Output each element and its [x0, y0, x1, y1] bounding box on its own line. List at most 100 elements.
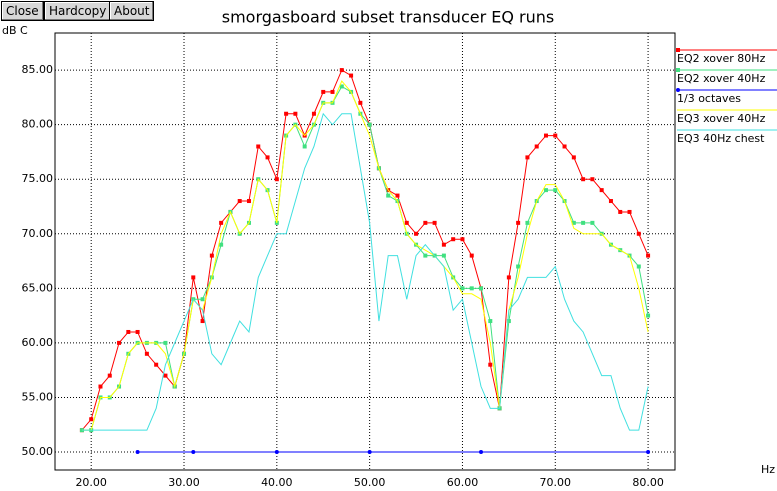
y-tick-label: 75.00: [22, 172, 54, 185]
point: [543, 188, 548, 193]
x-tick-label: 40.00: [261, 476, 293, 489]
point: [479, 449, 484, 454]
point: [488, 362, 493, 367]
point: [581, 220, 586, 225]
point: [274, 449, 279, 454]
point: [367, 122, 372, 127]
close-button[interactable]: Close: [1, 1, 44, 21]
point: [627, 209, 632, 214]
point: [135, 329, 140, 334]
series-line: [81, 112, 649, 431]
point: [460, 237, 465, 242]
x-tick-label: 80.00: [632, 476, 664, 489]
point: [525, 155, 530, 160]
legend-marker: [676, 68, 680, 72]
point: [293, 111, 298, 116]
point: [163, 340, 168, 345]
y-tick-label: 80.00: [22, 118, 54, 131]
point: [553, 188, 558, 193]
point: [571, 155, 576, 160]
point: [219, 220, 224, 225]
point: [590, 177, 595, 182]
point: [432, 220, 437, 225]
point: [488, 319, 493, 324]
point: [200, 297, 205, 302]
x-tick-label: 70.00: [540, 476, 572, 489]
point: [395, 193, 400, 198]
x-tick-label: 50.00: [354, 476, 386, 489]
point: [98, 384, 103, 389]
point: [302, 144, 307, 149]
point: [386, 193, 391, 198]
x-axis-label: Hz: [761, 463, 775, 476]
chart-title: smorgasboard subset transducer EQ runs: [222, 8, 554, 27]
point: [367, 449, 372, 454]
point: [543, 133, 548, 138]
point: [339, 84, 344, 89]
point: [246, 199, 251, 204]
legend-label: EQ3 40Hz chest: [677, 132, 765, 145]
point: [358, 100, 363, 105]
point: [311, 111, 316, 116]
point: [339, 68, 344, 73]
legend-marker: [676, 48, 680, 52]
point: [618, 209, 623, 214]
point: [265, 155, 270, 160]
point: [590, 220, 595, 225]
about-button[interactable]: About: [109, 1, 155, 21]
point: [349, 73, 354, 78]
point: [126, 329, 131, 334]
point: [117, 340, 122, 345]
point: [636, 264, 641, 269]
point: [321, 89, 326, 94]
point: [451, 237, 456, 242]
point: [191, 449, 196, 454]
point: [154, 362, 159, 367]
point: [135, 449, 140, 454]
point: [89, 417, 94, 422]
point: [553, 133, 558, 138]
point: [469, 286, 474, 291]
point: [256, 144, 261, 149]
point: [219, 242, 224, 247]
point: [441, 253, 446, 258]
point: [525, 220, 530, 225]
point: [200, 319, 205, 324]
legend-marker: [676, 88, 680, 92]
x-tick-label: 60.00: [447, 476, 479, 489]
point: [506, 275, 511, 280]
y-tick-label: 70.00: [22, 227, 54, 240]
point: [404, 220, 409, 225]
point: [479, 286, 484, 291]
point: [274, 177, 279, 182]
point: [144, 351, 149, 356]
point: [330, 89, 335, 94]
point: [516, 220, 521, 225]
point: [460, 286, 465, 291]
hardcopy-button[interactable]: Hardcopy: [44, 1, 112, 21]
legend-label: EQ2 xover 40Hz: [677, 72, 766, 85]
point: [646, 253, 651, 258]
point: [506, 319, 511, 324]
point: [562, 144, 567, 149]
y-axis-label: dB C: [2, 24, 28, 37]
y-tick-label: 60.00: [22, 336, 54, 349]
point: [237, 199, 242, 204]
point: [516, 264, 521, 269]
point: [441, 242, 446, 247]
legend-label: EQ3 xover 40Hz: [677, 112, 766, 125]
point: [423, 253, 428, 258]
y-tick-label: 85.00: [22, 63, 54, 76]
series-line: [81, 85, 649, 431]
point: [534, 144, 539, 149]
point: [599, 188, 604, 193]
y-tick-label: 50.00: [22, 445, 54, 458]
point: [636, 231, 641, 236]
point: [646, 449, 651, 454]
point: [571, 220, 576, 225]
point: [284, 111, 289, 116]
y-tick-label: 55.00: [22, 390, 54, 403]
point: [209, 253, 214, 258]
